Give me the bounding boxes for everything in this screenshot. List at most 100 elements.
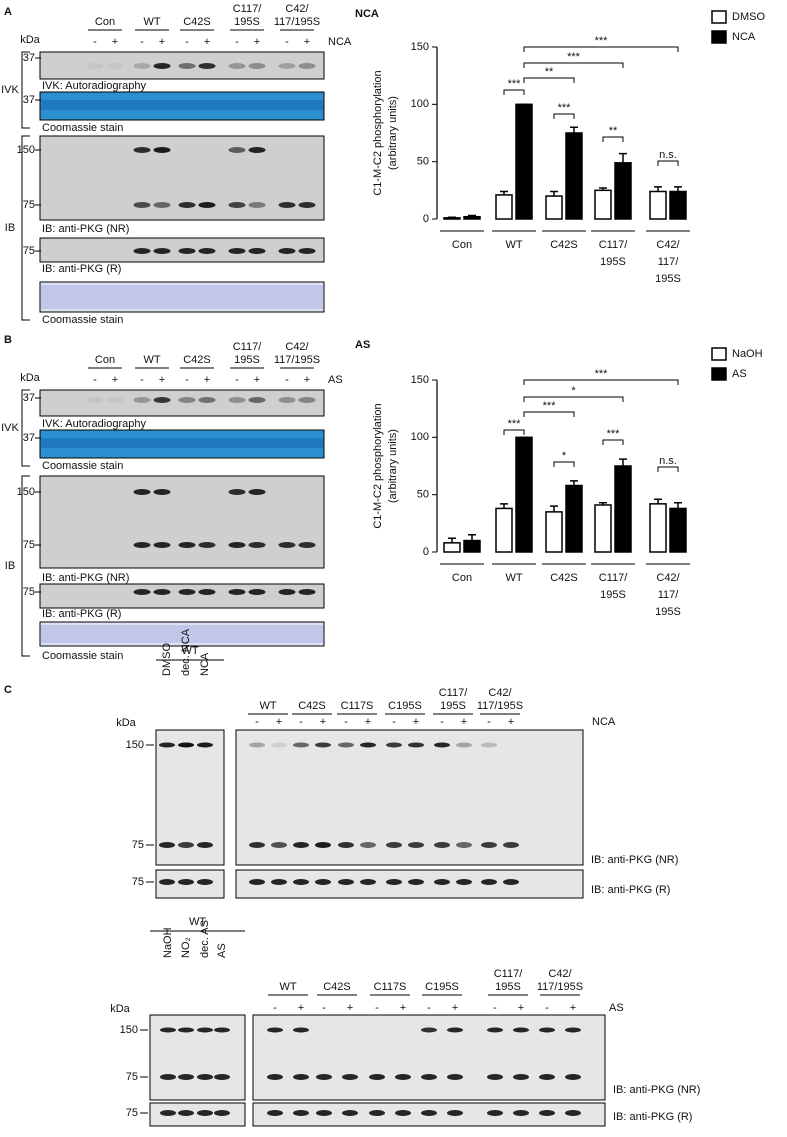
band [342, 1110, 358, 1116]
band [248, 489, 266, 495]
significance-bracket [657, 160, 679, 166]
band [278, 589, 296, 595]
kda-marker: 75 [132, 839, 144, 851]
blot-caption: IB: anti-PKG (R) [42, 263, 121, 275]
sign: - [140, 36, 144, 48]
lane-group: C42/ [548, 968, 572, 980]
band [447, 1110, 463, 1116]
band [539, 1027, 555, 1033]
panel-letter: C [4, 684, 12, 696]
band [315, 742, 331, 748]
band [178, 63, 196, 69]
side-bracket [21, 51, 30, 129]
bar [545, 511, 563, 553]
y-tick-label: 50 [417, 156, 429, 168]
band [360, 879, 376, 885]
error-bar [654, 498, 662, 504]
significance-label: *** [508, 78, 522, 90]
sign: - [375, 1002, 379, 1014]
significance-bracket [503, 89, 525, 95]
side-label: IB [5, 560, 15, 572]
band [249, 742, 265, 748]
lane-group: C117/ [439, 687, 468, 699]
band [133, 397, 151, 403]
bar [565, 132, 583, 220]
blot [235, 869, 584, 899]
bar [594, 504, 612, 553]
error-bar [674, 501, 682, 509]
kda-marker: 75 [132, 876, 144, 888]
significance-label: ** [545, 66, 554, 78]
band [248, 397, 266, 403]
sign: - [545, 1002, 549, 1014]
kda-label: kDa [20, 34, 40, 46]
lane-group: Con [95, 16, 115, 28]
band [153, 147, 171, 153]
lane-label: NaOH [162, 927, 174, 958]
significance-bracket [523, 411, 575, 417]
band [513, 1110, 529, 1116]
significance-bracket [523, 77, 575, 83]
band [298, 248, 316, 254]
band [133, 63, 151, 69]
sign: + [320, 716, 326, 728]
lane-label: DMSO [161, 643, 173, 676]
band [278, 397, 296, 403]
band [178, 202, 196, 208]
significance-label: *** [567, 51, 581, 63]
legend-swatch [711, 10, 727, 24]
band [249, 842, 265, 848]
band [133, 202, 151, 208]
treatment-label: NCA [592, 716, 616, 728]
sign: + [518, 1002, 524, 1014]
sign: - [487, 716, 491, 728]
band [159, 842, 175, 848]
blot [39, 621, 325, 647]
blot [235, 729, 584, 866]
error-bar [599, 187, 607, 191]
error-bar [448, 537, 456, 543]
blot-caption: IB: anti-PKG (R) [591, 884, 670, 896]
sign: + [112, 374, 118, 386]
error-bar [550, 505, 558, 512]
significance-bracket [553, 113, 575, 119]
error-bar [468, 534, 476, 541]
panel-letter: B [4, 334, 12, 346]
band [360, 842, 376, 848]
band [408, 742, 424, 748]
y-axis-label: (arbitrary units) [387, 429, 399, 503]
bar [594, 189, 612, 220]
side-bracket [21, 475, 30, 657]
blot [39, 281, 325, 313]
sign: - [392, 716, 396, 728]
x-tick-label: C117/ [599, 239, 628, 251]
x-tick-label: Con [452, 572, 472, 584]
y-tick-label: 50 [417, 489, 429, 501]
y-tick-label: 0 [423, 546, 429, 558]
lane-label: NCA [199, 652, 211, 676]
legend-swatch [711, 367, 727, 381]
kda-marker: 150 [17, 144, 35, 156]
band [481, 742, 497, 748]
sign: - [493, 1002, 497, 1014]
band [198, 202, 216, 208]
side-label: IB [5, 222, 15, 234]
band [86, 63, 104, 69]
band [271, 879, 287, 885]
error-bar [599, 501, 607, 505]
kda-marker: 75 [23, 586, 35, 598]
sign: + [254, 374, 260, 386]
kda-marker: 75 [23, 245, 35, 257]
significance-label: n.s. [659, 455, 677, 467]
kda-marker: 37 [23, 432, 35, 444]
band [248, 542, 266, 548]
blot-caption: IB: anti-PKG (NR) [613, 1084, 700, 1096]
band [248, 147, 266, 153]
band [434, 742, 450, 748]
significance-label: *** [595, 368, 609, 380]
bar [495, 507, 513, 553]
band [267, 1110, 283, 1116]
error-bar [619, 458, 627, 466]
error-bar [448, 216, 456, 219]
bar [649, 190, 667, 220]
